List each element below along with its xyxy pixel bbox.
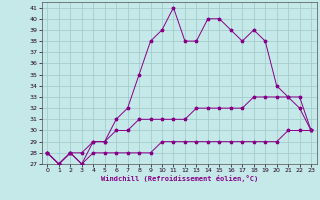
X-axis label: Windchill (Refroidissement éolien,°C): Windchill (Refroidissement éolien,°C) — [100, 175, 258, 182]
